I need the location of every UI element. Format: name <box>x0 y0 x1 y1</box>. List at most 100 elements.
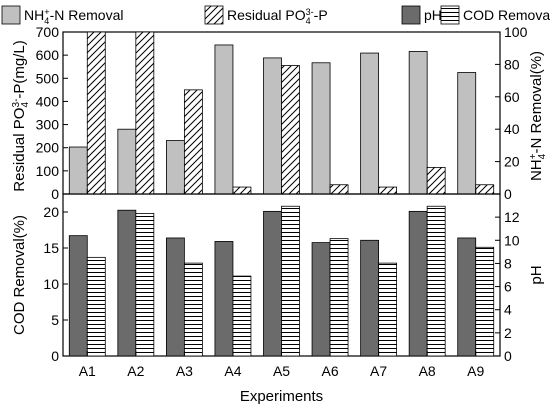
left-tick-label: 10 <box>43 276 59 292</box>
category-label: A7 <box>370 363 387 379</box>
right-tick-label: 0 <box>504 186 512 202</box>
bar-nh4-n-removal-a3 <box>165 140 185 195</box>
bar-residual-po43-p-a5 <box>281 65 300 195</box>
bar-ph-a9 <box>457 237 477 357</box>
left-tick-label: 100 <box>36 163 60 179</box>
bar-ph-a5 <box>263 210 282 357</box>
left-axis-label-part-0: Residual PO <box>11 108 28 192</box>
right-tick-label: 0 <box>504 348 512 364</box>
right-axis-label: pH <box>528 265 545 284</box>
left-tick-label: 600 <box>36 47 60 63</box>
bar-residual-po43-p-a9 <box>475 184 495 195</box>
right-axis-label-part-2: + <box>528 153 539 159</box>
legend-label-part-2: 3- <box>306 7 314 17</box>
bar-nh4-n-removal-a5 <box>263 57 282 195</box>
category-label: A1 <box>79 363 96 379</box>
left-tick-label: 0 <box>51 186 59 202</box>
bar-nh4-n-removal-a1 <box>68 146 88 195</box>
bar-cod-removal-a5 <box>281 205 300 357</box>
panel-2: 0 5 10 15 20 0 2 4 6 8 10 12 COD Removal(%) pH A1 A2 A3 A… <box>11 193 545 405</box>
bar-ph-a3 <box>165 237 185 357</box>
bar-cod-removal-a4 <box>232 275 252 357</box>
legend-label: pH <box>424 7 442 23</box>
left-tick-label: 15 <box>43 240 59 256</box>
legend: NH4+-N Removal Residual PO43--P pH COD Remo… <box>1 5 550 26</box>
bar-residual-po43-p-a2 <box>135 31 155 195</box>
bar-nh4-n-removal-a7 <box>360 52 380 195</box>
right-tick-label: 4 <box>504 302 512 318</box>
right-tick-label: 12 <box>504 209 520 225</box>
category-label: A5 <box>273 363 290 379</box>
right-axis-label-part-3: -N Removal(%) <box>528 51 545 154</box>
bar-ph-a6 <box>311 242 331 357</box>
right-tick-label: 60 <box>504 89 520 105</box>
left-tick-label: 20 <box>43 204 59 220</box>
x-axis-label: Experiments <box>240 388 323 405</box>
bar-ph-a1 <box>68 235 88 357</box>
bar-residual-po43-p-a3 <box>183 89 203 195</box>
bar-nh4-n-removal-a8 <box>408 51 428 195</box>
legend-label-part-0: Residual PO <box>227 7 306 23</box>
legend-swatch-nh4-n-removal <box>1 5 21 25</box>
legend-label: COD Removal <box>463 7 550 23</box>
legend-label-part-1: 4 <box>44 16 49 26</box>
right-tick-label: 80 <box>504 56 520 72</box>
bar-nh4-n-removal-a9 <box>457 72 477 195</box>
bar-residual-po43-p-a6 <box>329 184 349 195</box>
left-axis-label-part-3: -P(mg/L) <box>11 40 28 98</box>
bar-cod-removal-a2 <box>135 213 155 357</box>
bar-cod-removal-a3 <box>183 262 203 357</box>
right-axis-label-part-1: 4 <box>537 153 548 159</box>
category-label: A4 <box>224 363 241 379</box>
right-tick-label: 100 <box>504 24 528 40</box>
bar-cod-removal-a6 <box>329 238 349 357</box>
left-tick-label: 400 <box>36 93 60 109</box>
left-tick-label: 5 <box>51 312 59 328</box>
bar-ph-a4 <box>214 241 234 357</box>
right-tick-label: 2 <box>504 325 512 341</box>
category-label: A2 <box>127 363 144 379</box>
left-tick-label: 0 <box>51 348 59 364</box>
right-tick-label: 20 <box>504 154 520 170</box>
legend-label-part-3: -P <box>314 7 328 23</box>
left-axis-label: Residual PO43--P(mg/L) <box>11 40 31 192</box>
left-axis-label-part-1: 4 <box>20 102 31 108</box>
category-label: A3 <box>176 363 193 379</box>
right-axis-label-part-0: NH <box>528 159 545 181</box>
right-tick-label: 40 <box>504 121 520 137</box>
legend-label-part-3: -N Removal <box>50 7 124 23</box>
right-tick-label: 10 <box>504 232 520 248</box>
bar-cod-removal-a8 <box>426 205 446 357</box>
right-tick-label: 8 <box>504 255 512 271</box>
left-axis-label-part-2: 3- <box>11 99 22 108</box>
category-label: A6 <box>321 363 338 379</box>
legend-label-part-2: + <box>44 7 49 17</box>
left-tick-label: 700 <box>36 24 60 40</box>
bar-ph-a2 <box>117 209 137 357</box>
legend-swatch-residual-po43-p <box>204 5 224 25</box>
bar-nh4-n-removal-a4 <box>214 44 234 195</box>
left-axis-label: COD Removal(%) <box>11 215 28 335</box>
bar-ph-a8 <box>408 210 428 357</box>
panel-1: 0 100 200 300 400 500 600 700 0 20 40 60 80 100 Residu… <box>11 24 548 202</box>
legend-swatch-ph <box>401 5 421 25</box>
bar-cod-removal-a7 <box>378 262 398 357</box>
bar-residual-po43-p-a7 <box>378 186 398 195</box>
bar-cod-removal-a9 <box>475 246 495 357</box>
legend-label-part-1: 4 <box>306 16 311 26</box>
legend-swatch-cod-removal <box>440 5 460 25</box>
right-axis-label: NH4+-N Removal(%) <box>528 51 548 181</box>
legend-label: Residual PO43--P <box>227 7 328 26</box>
bar-nh4-n-removal-a2 <box>117 128 137 195</box>
category-label: A8 <box>419 363 436 379</box>
bar-residual-po43-p-a4 <box>232 186 252 195</box>
right-tick-label: 6 <box>504 279 512 295</box>
bar-residual-po43-p-a1 <box>86 31 106 195</box>
bar-nh4-n-removal-a6 <box>311 62 331 195</box>
chart-panels: 0100200300400500600700020406080100Residu… <box>11 24 548 405</box>
bar-ph-a7 <box>360 239 380 357</box>
left-tick-label: 200 <box>36 140 60 156</box>
left-tick-label: 500 <box>36 70 60 86</box>
category-label: A9 <box>467 363 484 379</box>
